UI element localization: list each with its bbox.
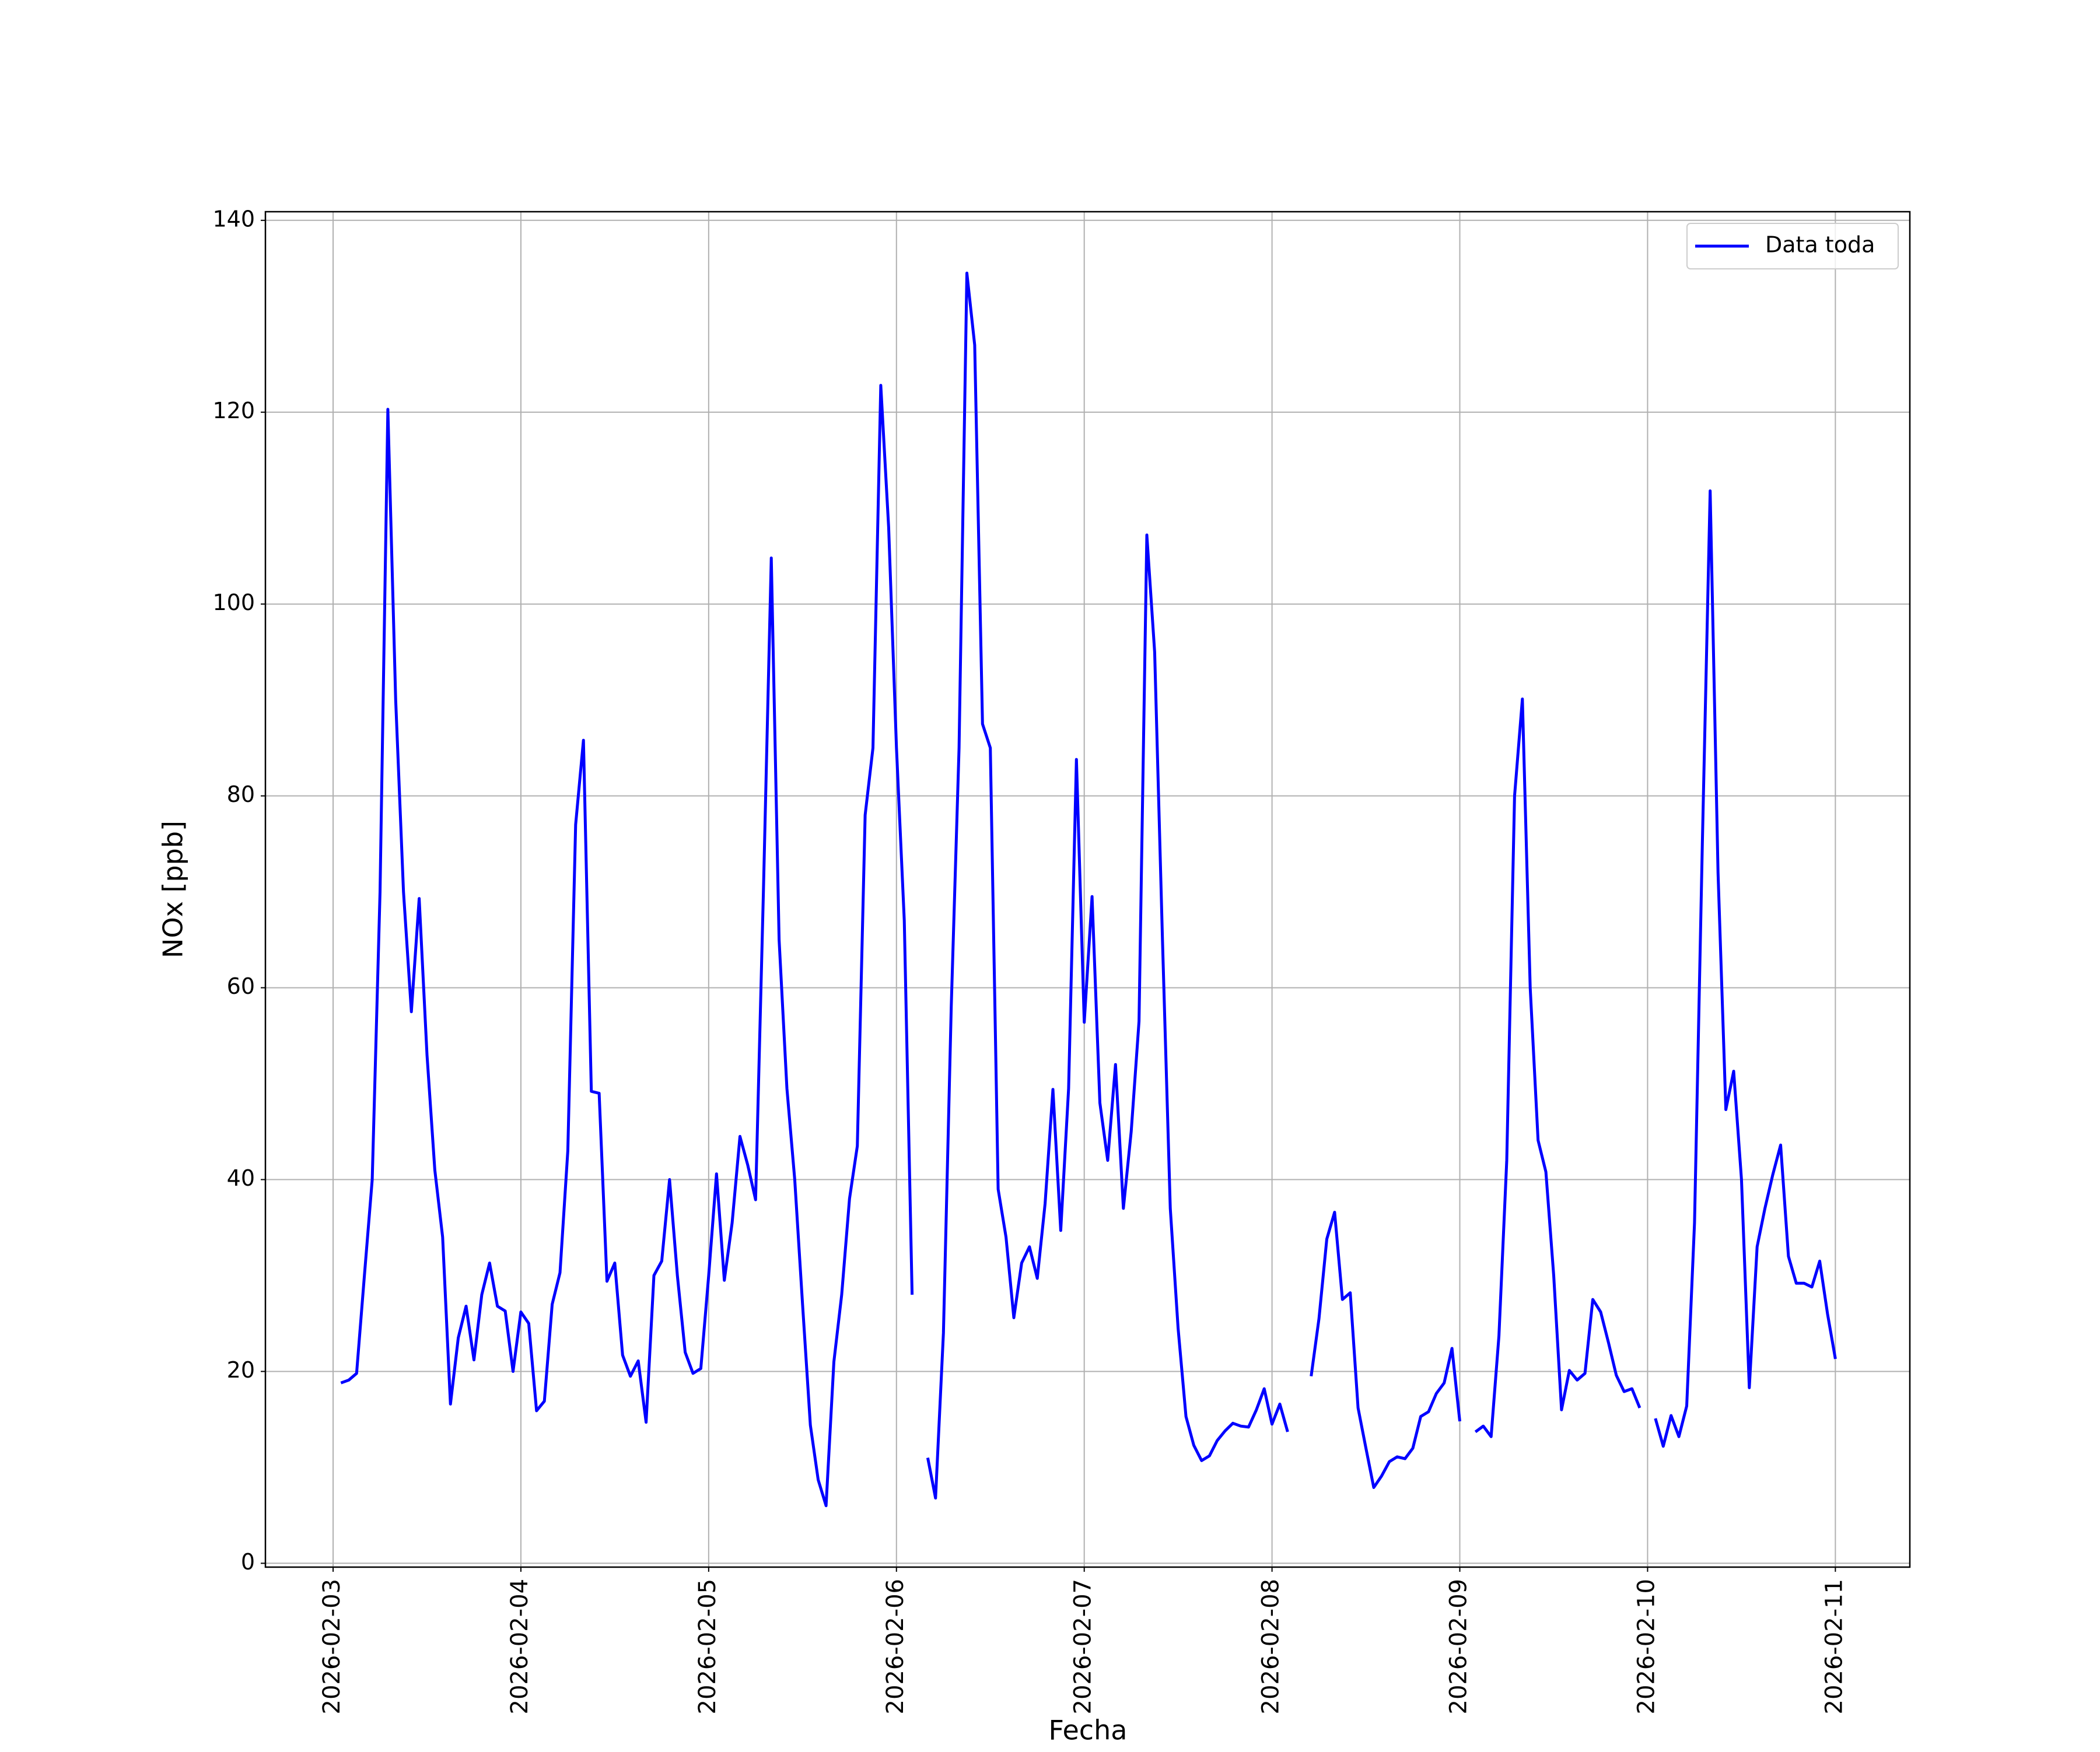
y-tick-label: 100 <box>212 590 255 615</box>
x-tick-label: 2026-02-09 <box>1446 1579 1472 1714</box>
y-tick-label: 0 <box>241 1549 255 1575</box>
x-axis-label: Fecha <box>1049 1715 1128 1746</box>
legend-box <box>1686 223 1899 269</box>
y-tick-label: 120 <box>212 398 255 423</box>
x-tick-label: 2026-02-10 <box>1633 1579 1660 1714</box>
x-tick-label: 2026-02-11 <box>1821 1579 1847 1714</box>
legend: Data toda <box>1686 223 1899 269</box>
y-axis-label: NOx [ppb] <box>158 821 189 958</box>
plot-frame <box>264 211 1911 1568</box>
y-tick-label: 20 <box>227 1357 255 1383</box>
x-tick-label: 2026-02-03 <box>318 1579 345 1714</box>
x-tick-label: 2026-02-04 <box>506 1579 533 1714</box>
y-tick-label: 60 <box>227 973 255 999</box>
y-tick-label: 40 <box>227 1165 255 1191</box>
x-tick-label: 2026-02-08 <box>1258 1579 1284 1714</box>
y-tick-label: 140 <box>212 206 255 232</box>
y-tick-label: 80 <box>227 782 255 807</box>
x-tick-label: 2026-02-06 <box>882 1579 909 1714</box>
legend-label: Data toda <box>1765 232 1875 258</box>
data-line <box>340 271 1837 1508</box>
x-tick-label: 2026-02-07 <box>1070 1579 1097 1714</box>
x-tick-label: 2026-02-05 <box>694 1579 721 1714</box>
